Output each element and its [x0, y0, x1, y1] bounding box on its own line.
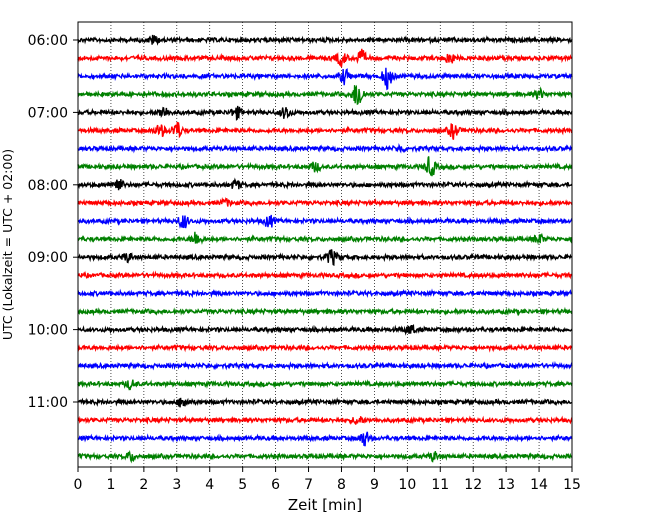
trace-1015 — [77, 343, 573, 353]
trace-1000 — [77, 324, 573, 336]
x-tick-label: 13 — [497, 477, 515, 493]
trace-0745 — [77, 156, 573, 177]
trace-0915 — [77, 270, 573, 281]
trace-1045 — [77, 379, 573, 391]
trace-0615 — [77, 48, 573, 68]
trace-1100 — [77, 397, 573, 408]
trace-0845 — [77, 231, 573, 245]
trace-0645 — [77, 84, 573, 106]
x-tick-label: 1 — [106, 477, 115, 493]
trace-1130 — [77, 431, 573, 447]
plot-frame — [77, 21, 573, 468]
trace-0800 — [77, 177, 573, 191]
grid-lines — [110, 22, 540, 467]
x-tick-label: 8 — [337, 477, 346, 493]
x-axis-label: Zeit [min] — [288, 496, 362, 514]
trace-1030 — [77, 360, 573, 371]
trace-0830 — [77, 214, 573, 229]
x-tick-label: 12 — [464, 477, 482, 493]
trace-1145 — [77, 449, 573, 464]
x-tick-label: 14 — [530, 477, 548, 493]
x-tick-label: 9 — [370, 477, 379, 493]
trace-0930 — [77, 288, 573, 299]
y-tick-label: 07:00 — [28, 105, 68, 121]
trace-0630 — [77, 67, 573, 91]
trace-0945 — [77, 306, 573, 317]
y-axis-label: UTC (Lokalzeit = UTC + 02:00) — [0, 149, 15, 340]
x-tick-label: 10 — [398, 477, 416, 493]
y-ticks: 06:00 07:00 08:00 09:00 10:00 11:00 — [28, 33, 78, 411]
x-tick-label: 15 — [563, 477, 581, 493]
y-tick-label: 10:00 — [28, 323, 68, 339]
x-tick-label: 3 — [172, 477, 181, 493]
x-tick-label: 5 — [238, 477, 247, 493]
y-tick-label: 08:00 — [28, 178, 68, 194]
trace-0700 — [77, 105, 573, 121]
x-tick-label: 7 — [304, 477, 313, 493]
x-tick-label: 2 — [139, 477, 148, 493]
trace-lines — [77, 34, 573, 464]
trace-0600 — [77, 34, 573, 46]
trace-0815 — [77, 196, 573, 208]
x-tick-label: 11 — [431, 477, 449, 493]
x-tick-label: 6 — [271, 477, 280, 493]
x-tick-label: 4 — [205, 477, 214, 493]
y-tick-label: 11:00 — [28, 395, 68, 411]
x-ticks: 0 1 2 3 4 5 6 7 8 9 10 11 12 13 14 15 — [74, 467, 581, 493]
trace-0715 — [77, 122, 573, 140]
x-tick-label: 0 — [74, 477, 83, 493]
trace-0900 — [77, 249, 573, 266]
y-tick-label: 06:00 — [28, 33, 68, 49]
trace-1115 — [77, 415, 573, 425]
trace-0730 — [77, 143, 573, 154]
y-tick-label: 09:00 — [28, 250, 68, 266]
